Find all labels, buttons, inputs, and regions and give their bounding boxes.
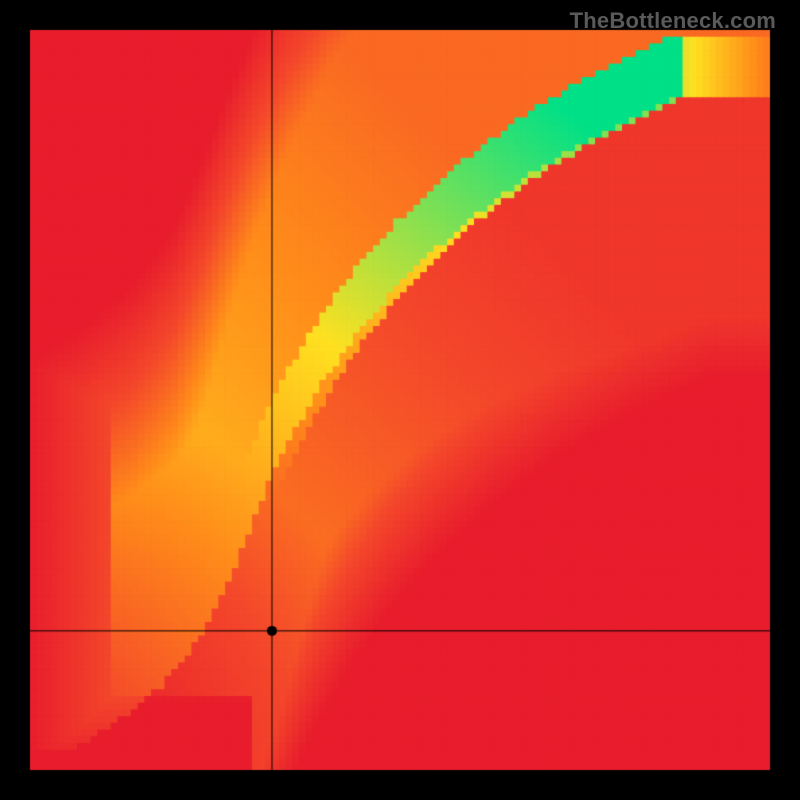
bottleneck-heatmap (0, 0, 800, 800)
watermark-text: TheBottleneck.com (570, 8, 776, 34)
chart-container: TheBottleneck.com (0, 0, 800, 800)
